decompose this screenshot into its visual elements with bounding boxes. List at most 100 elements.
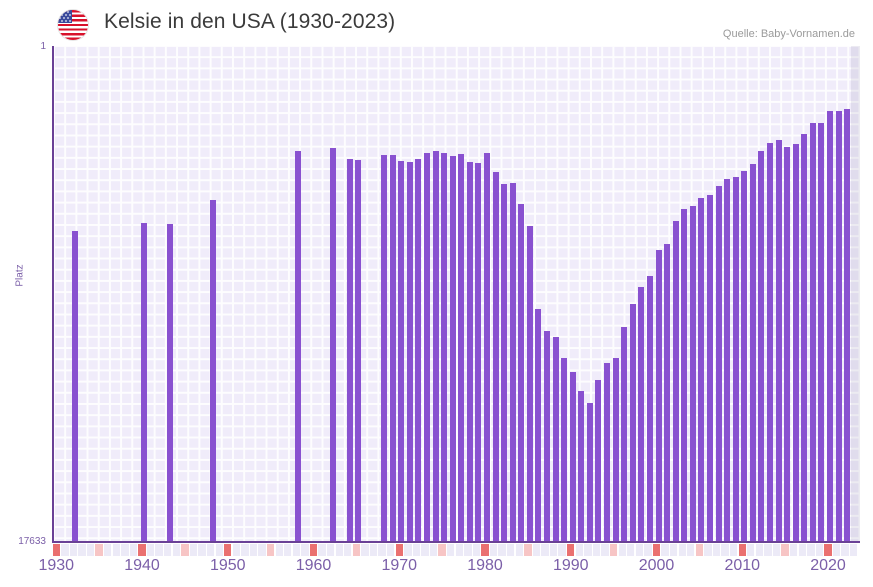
x-tick-1930 bbox=[52, 544, 60, 556]
x-tick-1963 bbox=[335, 544, 343, 556]
x-tick-1999 bbox=[644, 544, 652, 556]
x-tick-1964 bbox=[344, 544, 352, 556]
x-tick-1972 bbox=[412, 544, 421, 556]
x-tick-1976 bbox=[447, 544, 455, 556]
x-tick-2001 bbox=[661, 544, 669, 556]
x-axis-label-2020: 2020 bbox=[810, 557, 846, 574]
bar-1971 bbox=[406, 161, 413, 541]
x-tick-1950 bbox=[224, 544, 232, 556]
x-tick-1993 bbox=[592, 544, 601, 556]
bar-1932 bbox=[72, 231, 79, 541]
x-tick-1984 bbox=[515, 544, 523, 556]
bar-1987 bbox=[544, 330, 551, 541]
x-tick-1969 bbox=[387, 544, 395, 556]
x-tick-1968 bbox=[378, 544, 386, 556]
bar-1997 bbox=[629, 304, 636, 541]
x-tick-1982 bbox=[498, 544, 506, 556]
x-tick-2020 bbox=[824, 544, 832, 556]
x-tick-1958 bbox=[292, 544, 301, 556]
bar-1989 bbox=[561, 357, 568, 541]
x-tick-1943 bbox=[164, 544, 172, 556]
x-tick-1997 bbox=[627, 544, 635, 556]
bar-1983 bbox=[509, 183, 516, 541]
bar-1972 bbox=[415, 159, 422, 541]
bar-1978 bbox=[466, 162, 473, 541]
bar-2009 bbox=[732, 176, 739, 541]
x-tick-1942 bbox=[155, 544, 163, 556]
x-tick-2010 bbox=[738, 544, 746, 556]
x-tick-1933 bbox=[78, 544, 86, 556]
bar-1988 bbox=[552, 336, 559, 541]
bar-2005 bbox=[698, 197, 705, 541]
bar-2016 bbox=[792, 144, 799, 541]
bar-1958 bbox=[295, 151, 302, 541]
x-tick-2017 bbox=[798, 544, 806, 556]
x-axis-label-1980: 1980 bbox=[467, 557, 503, 574]
y-axis-title: Platz bbox=[14, 264, 26, 287]
bar-1999 bbox=[646, 276, 653, 541]
x-tick-1981 bbox=[489, 544, 498, 556]
bar-2006 bbox=[706, 194, 713, 541]
x-tick-1951 bbox=[232, 544, 241, 556]
x-tick-1947 bbox=[198, 544, 206, 556]
bar-1977 bbox=[458, 153, 465, 541]
chart-header: Kelsie in den USA (1930-2023) Quelle: Ba… bbox=[0, 0, 873, 44]
bar-1991 bbox=[578, 391, 585, 541]
x-tick-1932 bbox=[69, 544, 78, 556]
bar-1993 bbox=[595, 380, 602, 541]
x-tick-1944 bbox=[172, 544, 180, 556]
x-tick-1945 bbox=[181, 544, 189, 556]
x-axis-tick-band bbox=[52, 544, 858, 556]
x-tick-2015 bbox=[781, 544, 789, 556]
bar-1965 bbox=[355, 159, 362, 541]
x-tick-1936 bbox=[104, 544, 112, 556]
x-tick-1980 bbox=[481, 544, 489, 556]
x-tick-1946 bbox=[189, 544, 198, 556]
chart-title: Kelsie in den USA (1930-2023) bbox=[104, 10, 396, 33]
x-tick-1954 bbox=[258, 544, 266, 556]
x-tick-1961 bbox=[318, 544, 326, 556]
x-tick-1940 bbox=[138, 544, 146, 556]
bar-1980 bbox=[484, 152, 490, 541]
bar-2002 bbox=[672, 221, 679, 541]
x-tick-1939 bbox=[129, 544, 138, 556]
x-tick-2013 bbox=[764, 544, 772, 556]
x-axis-labels: 1930 1940 1950 1960 1970 1980 1990 2000 2010 2020 bbox=[0, 557, 873, 583]
x-axis-line bbox=[52, 541, 860, 543]
x-tick-1970 bbox=[395, 544, 403, 556]
x-tick-1973 bbox=[421, 544, 429, 556]
bar-2014 bbox=[775, 140, 782, 541]
us-flag-icon bbox=[58, 10, 88, 40]
x-tick-1988 bbox=[549, 544, 558, 556]
bar-2018 bbox=[809, 123, 816, 541]
x-tick-2023 bbox=[850, 544, 858, 556]
bar-2000 bbox=[655, 249, 662, 541]
x-tick-2006 bbox=[704, 544, 712, 556]
bar-1982 bbox=[501, 184, 508, 541]
x-tick-1935 bbox=[95, 544, 103, 556]
bar-2010 bbox=[741, 170, 748, 541]
x-tick-2000 bbox=[652, 544, 661, 556]
bar-1992 bbox=[586, 402, 593, 541]
x-tick-1978 bbox=[464, 544, 472, 556]
bar-2003 bbox=[681, 208, 688, 541]
x-tick-2008 bbox=[721, 544, 729, 556]
plot-area bbox=[52, 46, 860, 541]
bar-2021 bbox=[835, 110, 842, 541]
bar-1998 bbox=[638, 287, 645, 541]
bar-1970 bbox=[398, 160, 405, 541]
x-tick-2003 bbox=[678, 544, 686, 556]
source-attribution: Quelle: Baby-Vornamen.de bbox=[722, 28, 855, 40]
bar-1975 bbox=[441, 152, 448, 541]
bar-1994 bbox=[604, 363, 611, 541]
x-tick-1967 bbox=[369, 544, 378, 556]
x-tick-1977 bbox=[455, 544, 463, 556]
x-axis-label-1950: 1950 bbox=[209, 557, 246, 574]
bar-2004 bbox=[689, 206, 696, 541]
x-tick-1983 bbox=[507, 544, 515, 556]
bar-2007 bbox=[715, 186, 722, 541]
bar-1976 bbox=[449, 156, 456, 541]
bar-2017 bbox=[801, 134, 808, 541]
x-tick-1938 bbox=[121, 544, 129, 556]
x-tick-2011 bbox=[747, 544, 755, 556]
